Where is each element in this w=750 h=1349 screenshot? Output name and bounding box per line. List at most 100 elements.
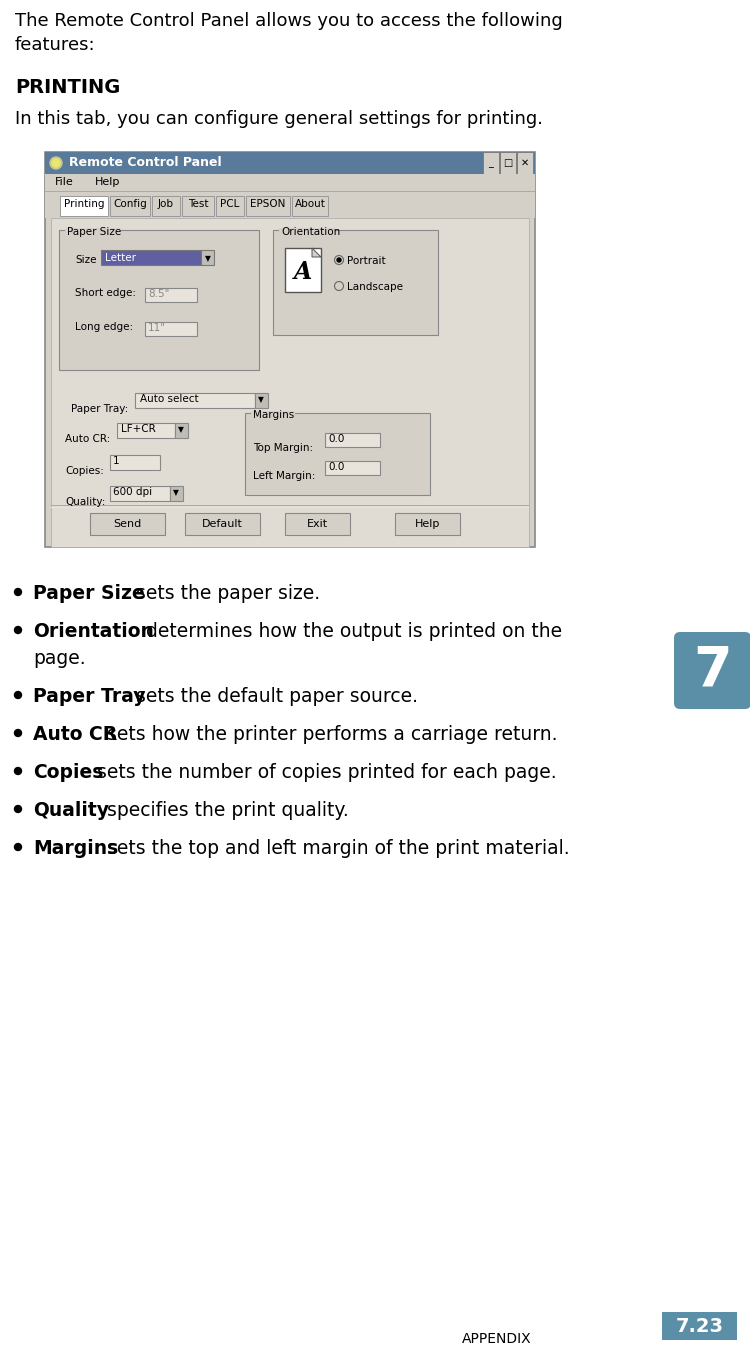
Bar (273, 229, 438, 335)
Bar (517, 152, 533, 174)
Text: □: □ (503, 158, 513, 169)
Text: ▼: ▼ (173, 488, 179, 498)
Bar (483, 152, 499, 174)
Bar (285, 513, 350, 536)
Circle shape (337, 258, 341, 262)
Text: sets the top and left margin of the print material.: sets the top and left margin of the prin… (101, 839, 570, 858)
Text: APPENDIX: APPENDIX (462, 1331, 532, 1346)
Text: Letter: Letter (105, 254, 136, 263)
Text: Auto CR:: Auto CR: (65, 434, 110, 444)
Text: sets the number of copies printed for each page.: sets the number of copies printed for ea… (92, 764, 557, 782)
Bar (110, 196, 150, 216)
Text: sets the default paper source.: sets the default paper source. (130, 687, 419, 706)
Text: Paper Size: Paper Size (33, 584, 145, 603)
Text: Orientation: Orientation (33, 622, 154, 641)
Text: page.: page. (33, 649, 86, 668)
Text: Default: Default (202, 519, 243, 529)
Text: 8.5": 8.5" (148, 289, 170, 299)
Bar (245, 413, 430, 495)
Text: Quality:: Quality: (65, 496, 105, 507)
Text: Send: Send (113, 519, 142, 529)
Bar (135, 393, 255, 407)
Bar (255, 393, 268, 407)
Text: Paper Size: Paper Size (67, 227, 122, 237)
Text: 600 dpi: 600 dpi (113, 487, 152, 496)
Bar (51, 219, 529, 546)
Text: Portrait: Portrait (347, 256, 386, 266)
Polygon shape (312, 248, 321, 258)
Bar (285, 248, 321, 291)
Text: ▼: ▼ (258, 395, 264, 405)
Text: ✕: ✕ (521, 158, 529, 169)
Bar (175, 424, 188, 438)
Bar (101, 250, 201, 264)
Text: Long edge:: Long edge: (75, 322, 134, 332)
Text: Copies: Copies (33, 764, 104, 782)
Bar (170, 486, 183, 500)
Bar (500, 152, 516, 174)
Text: Top Margin:: Top Margin: (253, 442, 314, 453)
Circle shape (14, 692, 22, 699)
Bar (395, 513, 460, 536)
Text: About: About (295, 200, 326, 209)
Text: 0.0: 0.0 (328, 461, 344, 472)
Bar (251, 411, 295, 421)
Bar (662, 1313, 737, 1340)
Text: In this tab, you can configure general settings for printing.: In this tab, you can configure general s… (15, 111, 543, 128)
Text: sets how the printer performs a carriage return.: sets how the printer performs a carriage… (101, 724, 557, 745)
Bar (59, 229, 259, 370)
Bar (216, 196, 244, 216)
Bar (117, 424, 175, 438)
Text: Copies:: Copies: (65, 465, 104, 476)
Text: PCL: PCL (220, 200, 240, 209)
Text: 11": 11" (148, 322, 166, 333)
Text: Printing: Printing (64, 200, 104, 209)
Bar (246, 196, 290, 216)
Text: 1: 1 (113, 456, 120, 465)
Text: Short edge:: Short edge: (75, 287, 136, 298)
Bar (185, 513, 260, 536)
Circle shape (14, 588, 22, 595)
Text: Margins: Margins (33, 839, 118, 858)
Text: The Remote Control Panel allows you to access the following
features:: The Remote Control Panel allows you to a… (15, 12, 562, 54)
Text: LF+CR: LF+CR (121, 424, 156, 434)
Bar (45, 152, 535, 174)
Text: Left Margin:: Left Margin: (253, 471, 315, 482)
Circle shape (14, 768, 22, 774)
Bar (45, 174, 535, 192)
Text: Quality: Quality (33, 801, 109, 820)
Text: A: A (294, 260, 312, 285)
Bar (145, 287, 197, 302)
Text: 0.0: 0.0 (328, 434, 344, 444)
Circle shape (52, 159, 60, 167)
FancyBboxPatch shape (674, 631, 750, 710)
Circle shape (14, 805, 22, 812)
Text: Orientation: Orientation (281, 227, 340, 237)
Text: Config: Config (113, 200, 147, 209)
Text: 7.23: 7.23 (676, 1317, 724, 1336)
Bar (110, 486, 170, 500)
Bar (292, 196, 328, 216)
Text: PRINTING: PRINTING (15, 78, 120, 97)
Circle shape (334, 282, 344, 290)
Text: specifies the print quality.: specifies the print quality. (101, 801, 349, 820)
Circle shape (50, 156, 62, 169)
Text: ▼: ▼ (205, 254, 211, 263)
Bar (45, 192, 535, 219)
Text: Test: Test (188, 200, 209, 209)
Text: Landscape: Landscape (347, 282, 403, 291)
Text: Size: Size (75, 255, 97, 264)
Text: Exit: Exit (307, 519, 328, 529)
Text: 7: 7 (693, 643, 732, 697)
Bar (60, 196, 108, 216)
Bar (325, 433, 380, 447)
Text: Paper Tray:: Paper Tray: (71, 403, 128, 414)
Text: Auto select: Auto select (140, 394, 199, 403)
Bar (182, 196, 214, 216)
Text: _: _ (488, 158, 494, 169)
Bar (65, 228, 121, 237)
Text: Margins: Margins (253, 410, 294, 420)
Circle shape (334, 255, 344, 264)
Text: ▼: ▼ (178, 425, 184, 434)
Bar (325, 461, 380, 475)
